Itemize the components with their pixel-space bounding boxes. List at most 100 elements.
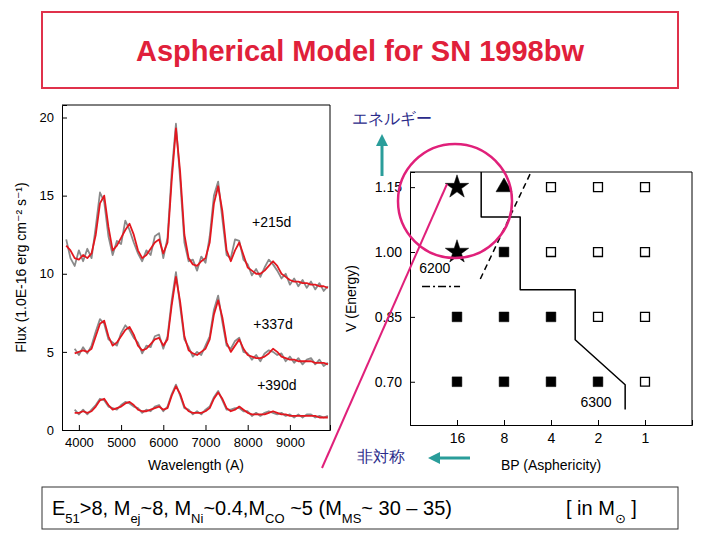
frame <box>692 172 693 425</box>
highlight-circle <box>398 144 512 258</box>
text-run: >8, M <box>80 497 131 519</box>
y-axis-title: V (Energy) <box>343 265 359 332</box>
tick-mark <box>62 430 67 431</box>
frame <box>62 105 330 106</box>
plot-area <box>422 172 649 409</box>
tick-mark <box>598 420 599 425</box>
series-line <box>66 128 328 287</box>
tick-mark <box>410 252 415 253</box>
marker-open-square <box>641 248 650 257</box>
tick: 20 <box>40 110 67 125</box>
series-line <box>66 124 328 291</box>
x-axis: 4000 5000 6000 7000 8000 9000 <box>63 425 331 450</box>
tick: 7000 <box>192 425 221 450</box>
subscript: ⊙ <box>615 511 626 526</box>
tick: 15 <box>40 188 67 203</box>
y-axis: 0 5 10 15 20 <box>40 106 67 438</box>
title: Aspherical Model for SN 1998bw <box>136 35 584 67</box>
tick-label: 20 <box>40 110 54 125</box>
marker-open-square <box>594 183 603 192</box>
tick: 9000 <box>276 425 305 450</box>
series-line <box>481 172 625 409</box>
tick-mark <box>163 425 164 430</box>
frame <box>330 105 331 430</box>
tick: 0.70 <box>375 374 415 390</box>
tick-mark <box>290 425 291 430</box>
marker-open-square <box>594 248 603 257</box>
tick-mark <box>62 118 67 119</box>
tick-label: 4 <box>548 430 556 446</box>
tick: 8000 <box>234 425 263 450</box>
asymmetry-label: 非対称 <box>357 448 405 465</box>
tick-mark <box>410 187 415 188</box>
marker-star <box>445 175 468 197</box>
tick: 10 <box>40 266 67 281</box>
tick-label: 5 <box>47 345 54 360</box>
subscript: ej <box>130 511 140 526</box>
tick-mark <box>62 274 67 275</box>
footer-box <box>42 487 678 529</box>
tick-label: 0 <box>47 423 54 438</box>
subscript: Ni <box>191 511 203 526</box>
tick-mark <box>248 425 249 430</box>
tick-mark <box>551 420 552 425</box>
slide: Aspherical Model for SN 1998bw 4000 5000 60… <box>0 0 720 540</box>
tick: 4000 <box>65 425 94 450</box>
text-run: ~0.4,M <box>203 497 265 519</box>
x-axis: 168421 <box>411 420 693 446</box>
tick: 2 <box>595 420 603 446</box>
energy-label: エネルギー <box>352 110 432 127</box>
tick-label: 0.70 <box>375 374 402 390</box>
tick-label: 1 <box>642 430 650 446</box>
tick: 1.00 <box>375 244 415 260</box>
tick-label: 7000 <box>192 435 221 450</box>
series-line <box>75 277 328 365</box>
subscript: MS <box>342 511 362 526</box>
subscript: CO <box>265 511 285 526</box>
tick: 0.85 <box>375 309 415 325</box>
text-run: ~8, M <box>141 497 192 519</box>
marker-square <box>546 312 556 322</box>
tick-mark <box>121 425 122 430</box>
annotation: +390d <box>257 377 296 393</box>
tick-mark <box>645 420 646 425</box>
energy-arrow <box>381 140 384 176</box>
footer-unit: [ in M⊙ ] <box>566 497 637 526</box>
axis-line <box>411 420 693 426</box>
x-axis-title: Wavelength (A) <box>148 457 244 473</box>
marker-open-square <box>547 248 556 257</box>
subscript: 51 <box>65 511 79 526</box>
tick-label: 4000 <box>65 435 94 450</box>
tick-label: 6000 <box>149 435 178 450</box>
tick-label: 8000 <box>234 435 263 450</box>
marker-open-square <box>641 312 650 321</box>
x-axis-title: BP (Asphericity) <box>501 457 601 473</box>
tick-label: 15 <box>40 188 54 203</box>
marker-square <box>499 312 509 322</box>
tick-mark <box>62 352 67 353</box>
tick-label: 5000 <box>107 435 136 450</box>
annotation: 6200 <box>419 260 450 276</box>
tick-label: 10 <box>40 266 54 281</box>
tick: 6000 <box>149 425 178 450</box>
annotation: 6300 <box>580 394 611 410</box>
annotation: +337d <box>253 316 292 332</box>
marker-open-square <box>547 183 556 192</box>
pointer-line <box>322 184 447 468</box>
marker-square <box>546 377 556 387</box>
tick-mark <box>62 196 67 197</box>
title-box <box>42 12 678 88</box>
text-run: [ in M <box>566 497 615 519</box>
tick-label: 2 <box>595 430 603 446</box>
marker-square <box>452 312 462 322</box>
plot-area <box>66 124 328 418</box>
tick-mark <box>410 317 415 318</box>
y-axis-title: Flux (1.0E-16 erg cm⁻² s⁻¹) <box>13 182 29 352</box>
marker-square <box>452 377 462 387</box>
tick: 8 <box>501 420 509 446</box>
asymmetry-arrow <box>434 457 470 460</box>
series-line <box>75 272 328 366</box>
tick: 5000 <box>107 425 136 450</box>
tick: 0 <box>47 423 67 438</box>
tick-mark <box>205 425 206 430</box>
